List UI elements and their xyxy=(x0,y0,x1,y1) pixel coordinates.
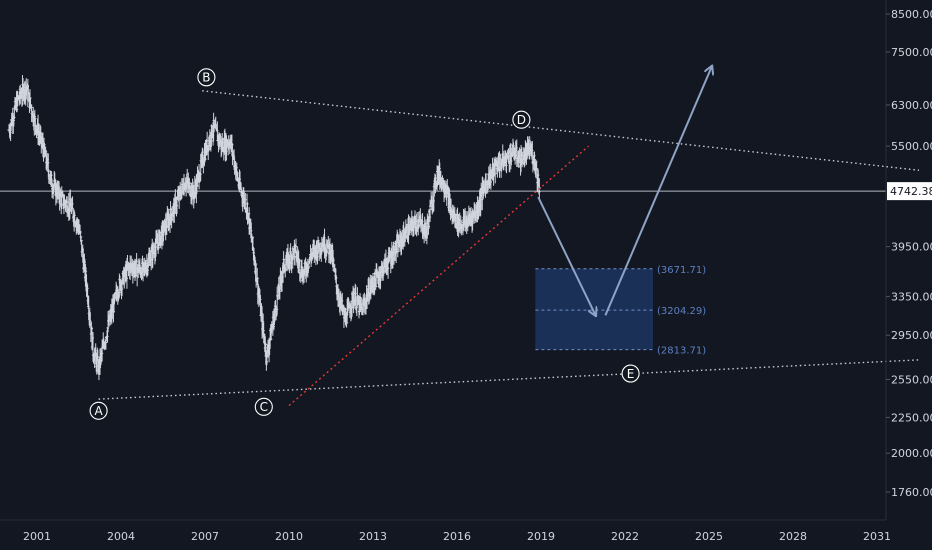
y-axis-tick-label: 8500.00 xyxy=(891,8,932,21)
wave-label-b: B xyxy=(197,68,216,87)
projection-zone-label: (3671.71) xyxy=(657,265,706,276)
wave-labels-layer: A B C D E xyxy=(89,68,640,420)
wave-label-d: D xyxy=(512,110,531,129)
y-axis-tick-label: 1760.00 xyxy=(891,486,932,499)
last-price-box xyxy=(887,182,932,201)
y-axis-tick-label: 2000.00 xyxy=(891,447,932,460)
wave-label-text: A xyxy=(94,404,103,418)
ohlc-bars-layer xyxy=(7,75,541,381)
arrows-layer xyxy=(537,66,712,316)
y-axis-tick-label: 7500.00 xyxy=(891,46,932,59)
y-axis-tick-label: 3350.00 xyxy=(891,291,932,304)
trendlines-layer xyxy=(0,90,920,407)
wave-label-a: A xyxy=(89,401,108,420)
x-axis-tick-label: 2022 xyxy=(611,530,639,543)
wave-label-text: E xyxy=(627,367,635,381)
ohlc-bar xyxy=(514,142,518,152)
x-axis-tick-label: 2013 xyxy=(359,530,387,543)
trendline-support[interactable] xyxy=(288,145,590,407)
projection-zone-layer: (3671.71) (3204.29) (2813.71) xyxy=(535,265,706,357)
x-axis-tick-label: 2004 xyxy=(107,530,135,543)
y-axis-tick-label: 3950.00 xyxy=(891,241,932,254)
wave-label-c: C xyxy=(254,397,273,416)
wave-label-text: D xyxy=(517,113,526,127)
x-axis-tick-label: 2031 xyxy=(863,530,891,543)
x-axis-tick-label: 2001 xyxy=(23,530,51,543)
y-axis-tick-label: 5500.00 xyxy=(891,140,932,153)
wave-label-circle xyxy=(254,397,273,416)
projection-arrow[interactable] xyxy=(537,196,595,315)
wave-label-e: E xyxy=(621,364,640,383)
x-axis-tick-label: 2007 xyxy=(191,530,219,543)
x-axis-tick-label: 2025 xyxy=(695,530,723,543)
wave-label-circle xyxy=(512,110,531,129)
x-axis-tick-label: 2016 xyxy=(443,530,471,543)
x-axis-tick-label: 2019 xyxy=(527,530,555,543)
projection-zone-label: (3204.29) xyxy=(657,306,706,317)
wave-label-circle xyxy=(89,401,108,420)
x-axis-tick-label: 2010 xyxy=(275,530,303,543)
x-axis-tick-label: 2028 xyxy=(779,530,807,543)
projection-zone xyxy=(535,268,653,350)
y-axis-tick-label: 2250.00 xyxy=(891,411,932,424)
y-axis-tick-label: 2550.00 xyxy=(891,373,932,386)
x-axis: 2001 2004 2007 2010 2013 2016 2019 2022 2025 2028… xyxy=(0,519,891,543)
trendline-upper[interactable] xyxy=(202,90,920,171)
trendline-lower[interactable] xyxy=(98,359,920,400)
y-axis-tick-label: 6300.00 xyxy=(891,99,932,112)
y-axis-tick-label: 2950.00 xyxy=(891,329,932,342)
wave-label-text: C xyxy=(260,400,268,414)
last-price-label: 4742.38 xyxy=(890,185,932,198)
wave-label-text: B xyxy=(202,71,210,85)
wave-label-circle xyxy=(197,68,216,87)
wave-label-circle xyxy=(621,364,640,383)
projection-zone-label: (2813.71) xyxy=(657,346,706,357)
y-axis: 8500.00 7500.00 6300.00 5500.00 3950.00 3350.… xyxy=(885,0,932,520)
projection-arrow[interactable] xyxy=(604,66,711,316)
